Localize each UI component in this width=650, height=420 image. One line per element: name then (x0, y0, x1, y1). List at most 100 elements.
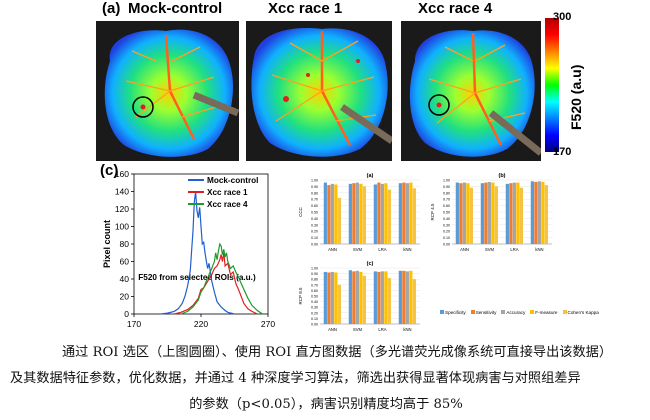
y-tick-label: 0.50 (311, 211, 318, 215)
bar-chart-title: (a) (367, 173, 374, 179)
bar-chart-title: (c) (367, 261, 374, 267)
y-axis-label: Pixel count (102, 220, 112, 268)
panel-a-label: (a) (102, 0, 121, 17)
y-tick-label: 0.80 (311, 191, 318, 195)
bar-knn-sensitivity (402, 182, 406, 244)
y-tick-label: 0.70 (443, 198, 450, 202)
bar-knn-cohen-s-kappa (412, 188, 416, 244)
bar-svm-f-measure (359, 271, 363, 324)
y-tick-label: 1.00 (311, 267, 318, 271)
bar-lra-accuracy (380, 271, 384, 324)
y-tick-label: 60 (120, 257, 130, 267)
y-axis-label: RCP 8.5 (298, 287, 303, 304)
x-tick-label: LRA (378, 327, 386, 332)
y-tick-label: 1.00 (443, 179, 450, 183)
bar-svm-accuracy (487, 181, 491, 244)
bar-legend-item: Accuracy (501, 310, 525, 315)
bar-ann-f-measure (334, 184, 338, 244)
bar-lra-f-measure (384, 271, 388, 324)
bar-knn-accuracy (537, 181, 541, 244)
bar-lra-specificity (373, 271, 377, 324)
x-tick-label: LRA (510, 247, 518, 252)
colorbar-label: F520 (a.u) (568, 64, 584, 130)
x-tick-label: ANN (328, 327, 337, 332)
bar-svm-sensitivity (352, 271, 356, 324)
figure-caption: 通过 ROI 选区（上图圆圈）、使用 ROI 直方图数据（多光谱荧光成像系统可直… (10, 340, 642, 418)
bar-ann-accuracy (330, 271, 334, 324)
legend-label: Sensitivity (475, 310, 497, 315)
bar-chart-b: (b) 0.00 0.10 0.20 0.30 0.40 0.50 0.60 0.70 0.80 0… (430, 173, 552, 252)
bar-lra-sensitivity (509, 183, 513, 244)
bar-ann-accuracy (330, 183, 334, 244)
y-tick-label: 0.30 (443, 223, 450, 227)
y-tick-label: 0.80 (443, 191, 450, 195)
y-tick-label: 0.00 (443, 243, 450, 247)
series-line-xcc-race-4 (180, 242, 263, 315)
bar-lra-accuracy (512, 182, 516, 244)
bar-svm-f-measure (359, 183, 363, 244)
y-tick-label: 20 (120, 292, 130, 302)
bar-knn-specificity (398, 270, 402, 324)
bar-lra-cohen-s-kappa (519, 187, 523, 244)
legend-label: Specificity (445, 310, 466, 315)
bar-ann-f-measure (466, 183, 470, 244)
roi-circle (132, 96, 154, 118)
bar-chart-legend: Specificity Sensitivity Accuracy F-measure C… (440, 310, 640, 315)
y-tick-label: 0.10 (311, 317, 318, 321)
x-tick-label: kNN (403, 327, 411, 332)
bar-knn-specificity (398, 183, 402, 244)
y-tick-label: 0.70 (311, 283, 318, 287)
bar-knn-cohen-s-kappa (412, 279, 416, 324)
x-tick-label: ANN (460, 247, 469, 252)
x-tick-label: SVM (353, 327, 363, 332)
bar-knn-f-measure (409, 182, 413, 244)
y-tick-label: 0.60 (311, 289, 318, 293)
legend-label: F-measure (535, 310, 558, 315)
bar-lra-f-measure (384, 183, 388, 244)
bar-svm-cohen-s-kappa (494, 186, 498, 244)
bar-ann-f-measure (334, 272, 338, 324)
bar-svm-accuracy (355, 270, 359, 324)
bar-lra-sensitivity (377, 271, 381, 324)
legend-swatch (440, 310, 444, 314)
bar-ann-sensitivity (327, 272, 331, 324)
legend-label: Cohen's Kappa (567, 310, 599, 315)
colorbar-min: 170 (553, 146, 572, 158)
bar-knn-f-measure (541, 181, 545, 244)
legend-label: Mock-control (207, 176, 258, 185)
panel-c-label: (c) (100, 162, 119, 179)
y-tick-label: 0.20 (311, 230, 318, 234)
caption-line-2: 及其数据特征参数，优化数据，并通过 4 种深度学习算法，筛选出获得显著体现病害与… (10, 371, 581, 386)
x-tick-label: kNN (403, 247, 411, 252)
y-tick-label: 0.70 (311, 198, 318, 202)
y-axis-label: CCC (298, 206, 303, 216)
bar-chart-c: (c) 0.00 0.10 0.200.30 0.400.50 0.60 0.700.80 0… (298, 261, 420, 332)
leaf-image-xcc-race-1 (246, 21, 392, 161)
caption-line-1: 通过 ROI 选区（上图圆圈）、使用 ROI 直方图数据（多光谱荧光成像系统可直… (62, 345, 613, 360)
bar-svm-specificity (348, 270, 352, 324)
bar-ann-sensitivity (459, 183, 463, 244)
y-tick-label: 0.10 (311, 236, 318, 240)
x-axis-label: F520 from selected ROIs (a.u.) (138, 273, 256, 282)
bar-ann-specificity (455, 182, 459, 244)
y-tick-label: 0.40 (311, 217, 318, 221)
bar-lra-accuracy (380, 183, 384, 244)
y-tick-label: 0.80 (311, 278, 318, 282)
colorbar (545, 18, 559, 152)
histogram-chart: 0 20 40 60 80 100 120 140 160 170 220 270 F520 from … (102, 169, 275, 329)
bar-svm-cohen-s-kappa (362, 186, 366, 244)
y-tick-label: 0.10 (443, 236, 450, 240)
bar-knn-cohen-s-kappa (544, 185, 548, 244)
leaf-image-xcc-race-4 (401, 21, 541, 161)
x-tick-label: kNN (535, 247, 543, 252)
bar-svm-specificity (480, 183, 484, 244)
y-tick-label: 0.20 (311, 311, 318, 315)
bar-legend-item: F-measure (530, 310, 558, 315)
image-title-xcc-race-4: Xcc race 4 (418, 0, 493, 17)
bar-lra-specificity (505, 183, 509, 244)
bar-svm-f-measure (491, 182, 495, 244)
bar-svm-sensitivity (484, 182, 488, 244)
legend-swatch (470, 310, 475, 314)
leaf-image-mock-control (96, 21, 239, 161)
bar-lra-cohen-s-kappa (387, 189, 391, 244)
